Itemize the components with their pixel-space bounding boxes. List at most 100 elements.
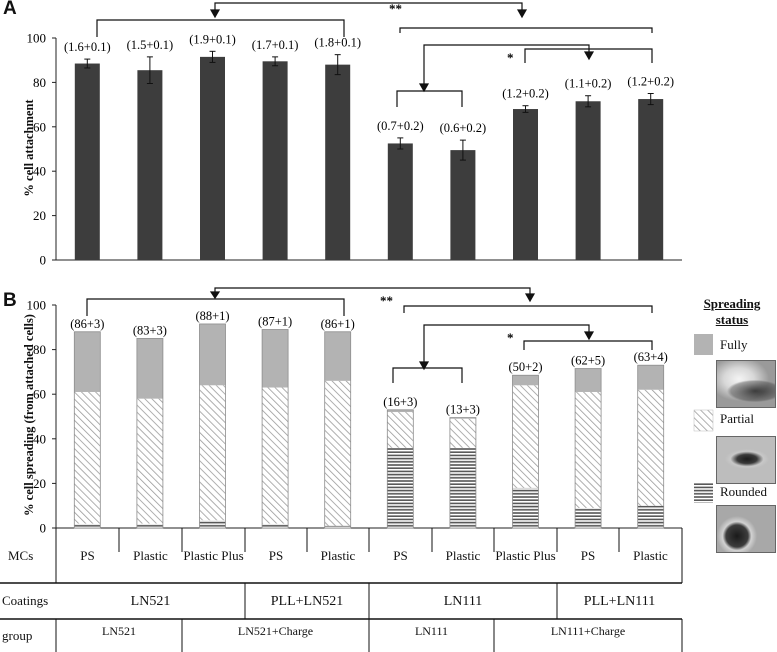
chart-a-data-label: (0.6+0.2)	[440, 121, 487, 135]
chart-a-bar	[74, 63, 100, 260]
bracket-b-ln521-group	[86, 298, 345, 316]
legend-swatch-fully	[694, 334, 713, 355]
chart-a-y-tick-label: 40	[33, 164, 46, 179]
chart-a-bar	[387, 143, 413, 260]
mc-cell: Plastic	[320, 548, 356, 563]
chart-b-bar-fully	[136, 338, 163, 399]
legend-label-partial: Partial	[720, 411, 754, 426]
chart-b-bar-rounded	[324, 525, 351, 528]
chart-b-bar-rounded	[449, 447, 476, 528]
chart-b-bar-rounded	[575, 507, 602, 528]
chart-b-bar-fully	[262, 329, 289, 388]
chart-b-bar-fully	[575, 368, 602, 392]
chart-b-bar-fully	[74, 331, 101, 392]
panel-a-label: A	[3, 0, 17, 19]
connector-b-top	[214, 287, 531, 294]
chart-b-data-label: (83+3)	[133, 323, 167, 337]
legend-swatches	[693, 334, 714, 503]
mc-cell: Plastic	[445, 548, 481, 563]
chart-b-bar-fully	[387, 409, 414, 413]
chart-b-data-label: (88+1)	[195, 309, 229, 323]
bracket-b-ln111-charge	[523, 340, 653, 350]
mc-cell: PS	[268, 548, 284, 563]
legend-title-line1: Spreading	[703, 296, 761, 311]
chart-b-data-label: (62+5)	[571, 354, 605, 368]
chart-a-y-tick-label: 0	[40, 253, 47, 268]
chart-b-bar-partial	[136, 398, 163, 524]
table-grid	[0, 528, 683, 652]
chart-b-bar-fully	[449, 417, 476, 419]
chart-b-bar-rounded	[199, 520, 226, 528]
row-label-coatings: Coatings	[2, 593, 49, 608]
connector-a-top	[214, 2, 523, 11]
chart-a-y-tick-label: 100	[27, 31, 47, 46]
legend-swatch-partial	[693, 409, 714, 432]
chart-b-data-label: (86+3)	[70, 317, 104, 331]
bracket-a-ln111-group	[396, 90, 463, 107]
chart-b-y-tick-label: 0	[40, 521, 47, 536]
chart-b-bar-fully	[324, 331, 351, 381]
arrowhead-b-3	[418, 361, 430, 371]
micrograph-partial-spread	[716, 436, 776, 484]
coating-cell: PLL+LN521	[270, 593, 344, 609]
chart-b-significance-brackets	[86, 287, 653, 383]
chart-b-bar-rounded	[387, 447, 414, 528]
chart-b-bar-partial	[637, 389, 664, 506]
arrowhead-a-2	[516, 9, 528, 19]
chart-b-bar-outline	[199, 323, 226, 529]
chart-b-bar-rounded	[74, 523, 101, 528]
chart-b-bar-partial	[387, 412, 414, 448]
chart-b-bar-outline	[512, 374, 539, 529]
chart-b-bar-partial	[74, 391, 101, 524]
chart-b-bar-outline	[386, 409, 414, 529]
bracket-b-ln111-group	[392, 367, 463, 383]
chart-b-bar-rounded	[136, 523, 163, 528]
mc-cell: Plastic	[133, 548, 168, 563]
mc-cell: PS	[580, 548, 596, 563]
mc-cell: PS	[80, 548, 95, 563]
chart-b-bar-rounded	[262, 523, 289, 528]
chart-b-bar-rounded	[512, 487, 539, 528]
chart-a-data-label: (0.7+0.2)	[377, 119, 424, 133]
mc-cell: Plastic Plus	[183, 548, 244, 563]
coating-cell: LN111	[443, 593, 483, 609]
coating-cell: LN521	[130, 593, 171, 609]
chart-b-bar-outline	[574, 368, 602, 529]
micrograph-rounded	[716, 505, 776, 553]
chart-a-significance-brackets	[96, 2, 653, 107]
micrograph-fully-spread	[716, 360, 776, 408]
chart-b-bar-outline	[324, 331, 352, 529]
chart-b-bar-partial	[262, 387, 289, 524]
chart-a-bar	[450, 150, 476, 260]
chart-a-data-label: (1.1+0.2)	[565, 77, 612, 91]
chart-b-data-label: (16+3)	[383, 395, 417, 409]
arrowhead-a-1	[209, 9, 221, 19]
chart-a-bars: (1.6+0.1) (1.5+0.1) (1.9+0.1) (1.7+0.1) (1.8…	[64, 32, 674, 261]
legend-label-fully: Fully	[720, 337, 748, 352]
chart-b-significance-double: **	[380, 293, 393, 308]
chart-b-bar-partial	[575, 391, 602, 508]
mc-cell: PS	[393, 548, 408, 563]
chart-b-bar-fully	[199, 323, 226, 386]
chart-a-data-label: (1.8+0.1)	[314, 36, 361, 50]
chart-a-bar	[325, 64, 351, 260]
chart-a-significance-single: *	[507, 50, 514, 65]
chart-a-bar	[200, 56, 225, 261]
chart-a-bar	[513, 109, 538, 260]
legend-label-rounded: Rounded	[720, 484, 767, 499]
chart-b-bar-fully	[637, 365, 664, 390]
chart-a-y-tick-label: 60	[33, 119, 46, 134]
panel-b-label: B	[3, 290, 17, 311]
chart-b-bar-partial	[512, 385, 539, 488]
chart-a-data-label: (1.7+0.1)	[252, 38, 299, 52]
arrowhead-a-3	[418, 83, 430, 93]
chart-a-y-tick-label: 20	[33, 208, 46, 223]
bracket-a-ln111-main	[399, 27, 653, 33]
chart-b-bar-partial	[199, 385, 226, 521]
chart-b-y-tick-label: 40	[33, 431, 46, 446]
chart-b-bar-partial	[324, 380, 351, 526]
row-label-mcs: MCs	[8, 547, 34, 563]
group-cell: LN111+Charge	[550, 623, 626, 638]
connector-a-mid	[423, 44, 590, 85]
chart-b-data-label: (86+1)	[321, 317, 355, 331]
